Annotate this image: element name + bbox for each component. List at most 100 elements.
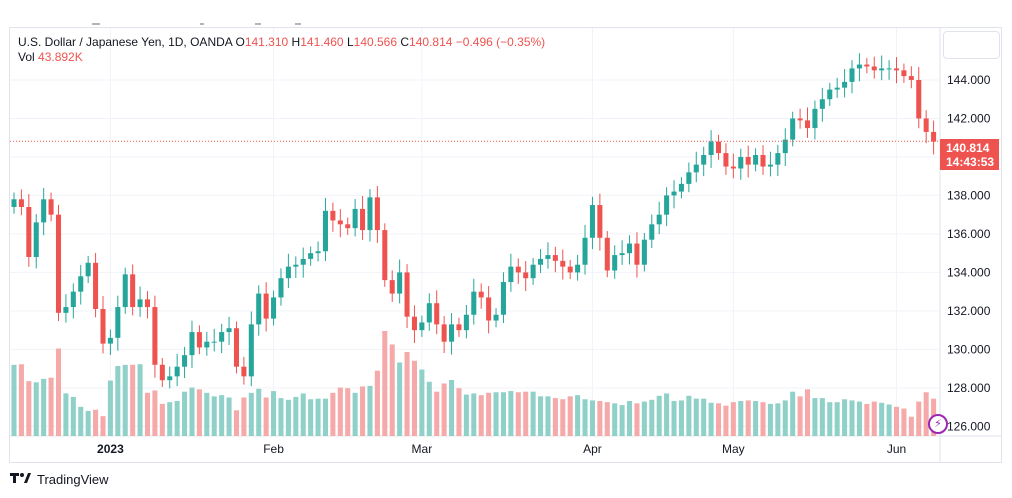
candle-body [426, 303, 432, 323]
volume-bar [204, 392, 210, 436]
volume-bar [523, 391, 529, 436]
chart-frame[interactable] [9, 27, 1002, 463]
volume-bar [493, 392, 499, 436]
brand-name: TradingView [37, 472, 109, 487]
price-axis-settings-box[interactable] [943, 31, 1000, 59]
volume-bar [797, 396, 803, 436]
volume-bar [738, 401, 744, 436]
candle-body [508, 266, 514, 283]
volume-bar [560, 399, 566, 436]
candle-body [11, 199, 17, 207]
volume-bar [419, 369, 425, 436]
candle-body [367, 197, 373, 231]
candle-body [871, 66, 877, 71]
candle-body [55, 214, 62, 313]
candle-body [760, 155, 766, 167]
candle-body [901, 70, 907, 77]
candle-body [315, 251, 321, 254]
volume-bar [122, 364, 128, 436]
candle-body [589, 205, 595, 238]
candle-body [330, 210, 336, 221]
volume-bar [834, 402, 840, 436]
volume-row: Vol 43.892K [18, 50, 545, 65]
symbol-title[interactable]: U.S. Dollar / Japanese Yen, 1D, OANDA [18, 35, 233, 49]
volume-bar [100, 416, 106, 436]
candle-body [893, 68, 900, 71]
volume-bar [604, 402, 610, 436]
candle-body [864, 64, 870, 67]
candle-body [107, 337, 113, 344]
candle-body [664, 195, 670, 215]
candle-body [241, 366, 247, 377]
bar-countdown: 14:43:53 [946, 155, 995, 169]
volume-bar [293, 396, 299, 436]
candle-body [634, 243, 640, 265]
volume-bar [471, 393, 477, 436]
x-tick-label: Apr [583, 442, 602, 456]
candle-body [908, 76, 914, 80]
volume-value: 43.892K [38, 50, 83, 64]
volume-bar [167, 402, 173, 436]
volume-bar [686, 395, 692, 436]
volume-bar [908, 416, 914, 436]
volume-bar [745, 400, 751, 436]
y-tick-label: 134.000 [947, 265, 991, 279]
candle-body [70, 291, 76, 308]
candle-body [382, 230, 388, 281]
candle-body [463, 314, 469, 331]
candle-body [233, 328, 240, 367]
candle-body [552, 255, 558, 261]
candle-body [923, 118, 929, 132]
candle-body [775, 153, 781, 165]
high-label: H [291, 35, 301, 49]
volume-label[interactable]: Vol [18, 50, 35, 64]
candle-body [300, 258, 306, 265]
candle-body [167, 376, 173, 381]
volume-bar [508, 391, 514, 436]
y-tick-label: 126.000 [947, 419, 991, 433]
candle-body [226, 328, 232, 333]
candle-body [753, 155, 759, 165]
candle-body [612, 255, 618, 271]
candle-body [560, 260, 566, 267]
volume-bar [760, 402, 766, 436]
volume-bar [137, 364, 143, 436]
chart-legend: U.S. Dollar / Japanese Yen, 1D, OANDA O1… [18, 35, 545, 65]
candle-body [493, 314, 499, 321]
change-value: −0.496 (−0.35%) [455, 35, 546, 49]
volume-bar [582, 399, 588, 436]
candle-body [597, 205, 603, 238]
volume-bar [730, 402, 736, 436]
candle-body [671, 191, 677, 196]
volume-bar [159, 403, 165, 436]
volume-bar [85, 410, 91, 436]
candle-body [819, 99, 825, 109]
candle-body [308, 253, 314, 259]
volume-bar [322, 398, 328, 436]
volume-bar [55, 348, 62, 436]
candle-body [804, 120, 811, 129]
volume-bar [641, 401, 647, 436]
lightning-icon[interactable]: ⚡ [928, 414, 948, 434]
candle-body [515, 266, 521, 273]
candle-body [211, 341, 217, 343]
candle-body [641, 239, 647, 265]
volume-bar [404, 352, 410, 436]
candle-body [48, 199, 54, 215]
volume-bar [575, 395, 581, 436]
volume-bar [308, 399, 314, 436]
candle-body [389, 280, 395, 294]
volume-bar [426, 381, 432, 436]
candle-body [263, 293, 269, 319]
volume-bar [486, 392, 492, 436]
y-tick-label: 136.000 [947, 227, 991, 241]
tradingview-brand[interactable]: TradingView [10, 472, 109, 487]
volume-bar [775, 403, 781, 436]
candle-body [849, 68, 855, 82]
candle-body [649, 224, 655, 240]
y-tick-label: 132.000 [947, 304, 991, 318]
volume-bar [352, 392, 358, 436]
ohlc-row: U.S. Dollar / Japanese Yen, 1D, OANDA O1… [18, 35, 545, 50]
volume-bar [330, 392, 336, 436]
